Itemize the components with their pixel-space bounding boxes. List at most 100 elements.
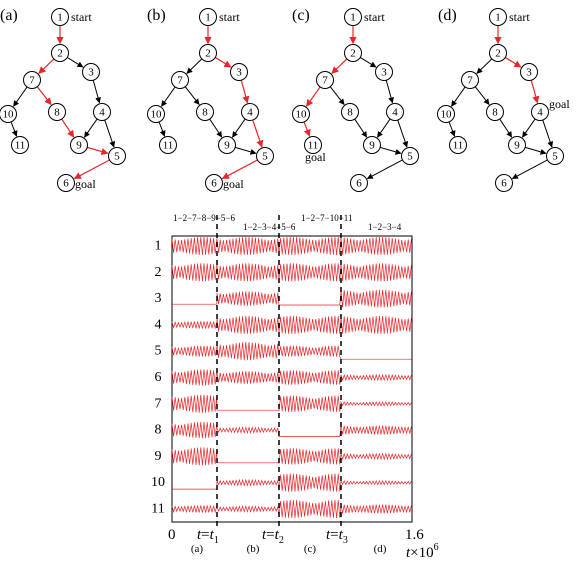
graph-panel-b: 1 2 3 4 5 6 7 8 9 10 11 start goal (147, 8, 274, 192)
x-axis-label: t×106 (406, 542, 439, 561)
node-circle (108, 147, 126, 165)
node-label: 6 (63, 178, 69, 190)
node-label: 4 (392, 107, 398, 119)
plot-frame (171, 235, 413, 523)
t3-subscript: 3 (343, 535, 348, 546)
x-tick-0: 0 (168, 527, 176, 543)
edge-9-5 (235, 146, 257, 155)
node-label: 1 (205, 12, 211, 24)
node-8: 8 (486, 103, 504, 121)
node-circle (147, 105, 165, 123)
section-label-a: (a) (191, 543, 204, 555)
node-circle (93, 103, 111, 121)
node-label: 8 (492, 107, 498, 119)
edge-2-3 (359, 57, 377, 68)
node-3: 3 (375, 63, 393, 81)
node-circle (159, 136, 177, 154)
edge-7-10 (451, 86, 466, 107)
graph-panel-c: 1 2 3 4 5 6 7 8 9 10 11 start goal (292, 8, 419, 192)
node-6: 6 (205, 174, 223, 192)
edge-7-10 (161, 86, 176, 107)
trace-5 (171, 342, 412, 361)
trace-2 (171, 263, 412, 282)
trace-label-11: 11 (151, 502, 164, 517)
node-label: 3 (88, 67, 94, 79)
node-circle (304, 136, 322, 154)
edge-4-9 (84, 118, 98, 138)
trace-label-2: 2 (155, 265, 162, 280)
node-label: 2 (205, 48, 211, 60)
edge-5-6 (73, 159, 110, 180)
oscillation-timeline: 1−2−7−8−9−5−6 1−2−3−4−5−6 1−2−7−10−11 1−… (151, 213, 439, 561)
trace-label-8: 8 (155, 423, 162, 438)
node-circle (51, 8, 69, 26)
node-circle (256, 147, 274, 165)
node-4: 4 (93, 103, 111, 121)
node-circle (218, 136, 236, 154)
node-label: 10 (151, 109, 163, 121)
goal-label: goal (223, 177, 244, 191)
node-circle (205, 174, 223, 192)
node-7: 7 (316, 71, 334, 89)
edge-2-7 (38, 58, 55, 74)
t1-symbol: t (197, 527, 202, 543)
node-7: 7 (171, 71, 189, 89)
edge-10-11 (448, 121, 456, 137)
node-label: 3 (236, 67, 242, 79)
node-circle (199, 44, 217, 62)
node-circle (461, 71, 479, 89)
node-circle (48, 103, 66, 121)
edge-7-10 (13, 86, 28, 107)
node-circle (363, 136, 381, 154)
graph-panel-a: 1 2 3 4 5 6 7 8 9 10 11 start goal (0, 8, 126, 192)
node-label: 8 (347, 107, 353, 119)
node-label: 2 (495, 48, 501, 60)
node-label: 4 (537, 107, 543, 119)
t2-symbol-b: t (275, 527, 280, 543)
edge-4-5 (542, 119, 554, 148)
node-5: 5 (401, 147, 419, 165)
edge-9-5 (380, 146, 402, 155)
node-label: 3 (526, 67, 532, 79)
node-6: 6 (350, 174, 368, 192)
node-label: 7 (177, 75, 183, 87)
goal-label: goal (305, 150, 326, 164)
edge-8-9 (61, 118, 75, 138)
edge-10-11 (158, 121, 166, 137)
node-label: 10 (441, 109, 453, 121)
path-label-a: 1−2−7−8−9−5−6 (173, 213, 235, 223)
edge-2-3 (66, 57, 84, 68)
node-circle (546, 147, 564, 165)
traces: 1 2 3 4 5 6 7 8 9 10 11 (151, 236, 412, 519)
node-label: 7 (29, 75, 35, 87)
x-axis-exponent-power: 6 (434, 542, 439, 553)
node-8: 8 (341, 103, 359, 121)
t1-subscript: 1 (214, 535, 219, 546)
svg-text:t=t3: t=t3 (326, 527, 348, 546)
node-label: 11 (163, 140, 174, 152)
edge-9-5 (86, 146, 109, 156)
node-circle (344, 8, 362, 26)
node-label: 5 (114, 151, 120, 163)
t2-symbol: t (262, 527, 267, 543)
node-3: 3 (82, 63, 100, 81)
trace-label-9: 9 (155, 449, 162, 464)
node-label: 1 (57, 12, 63, 24)
trace-label-6: 6 (155, 370, 162, 385)
path-label-b: 1−2−3−4−5−6 (243, 222, 296, 232)
trace-11 (171, 499, 412, 519)
node-11: 11 (159, 136, 177, 154)
node-circle (531, 103, 549, 121)
node-label: 11 (453, 140, 464, 152)
graph-panels: 1234567891011startgoal1234567891011start… (0, 8, 570, 192)
node-circle (316, 71, 334, 89)
node-10: 10 (292, 105, 310, 123)
node-11: 11 (449, 136, 467, 154)
node-9: 9 (363, 136, 381, 154)
node-circle (508, 136, 526, 154)
node-circle (70, 136, 88, 154)
node-circle (350, 174, 368, 192)
edge-2-3 (214, 56, 232, 68)
edge-5-6 (221, 159, 258, 180)
node-label: 9 (224, 140, 230, 152)
